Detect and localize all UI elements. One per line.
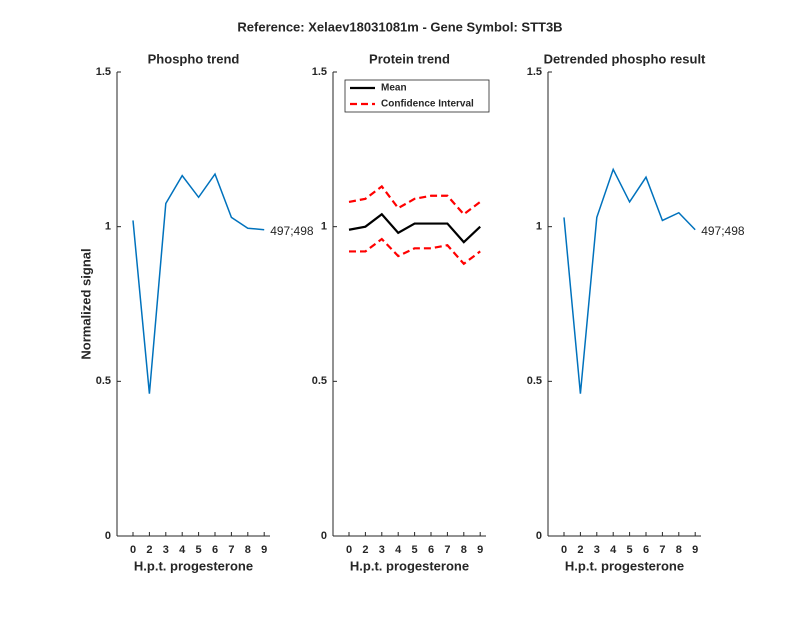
x-axis-label: H.p.t. progesterone [134,558,253,573]
x-tick-label: 4 [395,544,402,556]
x-tick-label: 2 [146,544,152,556]
line [348,212,481,244]
x-tick-label: 8 [245,544,251,556]
line-lower [349,237,481,266]
x-tick-label: 7 [659,544,665,556]
annotation: 497;498 [270,224,314,238]
annotation: 497;498 [701,224,745,238]
y-tick-label: 0.5 [96,375,111,387]
x-tick-label: 4 [179,544,186,556]
y-tick-label: 1.5 [312,66,327,78]
subplot-title: Protein trend [369,51,450,66]
x-tick-label: 2 [362,544,368,556]
x-tick-label: 8 [461,544,467,556]
x-axis-label: H.p.t. progesterone [565,558,684,573]
x-tick-label: 5 [412,544,418,556]
y-tick-label: 1 [105,221,111,233]
x-tick-label: 6 [643,544,649,556]
x-tick-label: 0 [561,544,567,556]
x-tick-label: 9 [477,544,483,556]
x-tick-label: 8 [676,544,682,556]
x-tick-label: 3 [379,544,385,556]
subplot-title: Phospho trend [148,51,240,66]
figure-title: Reference: Xelaev18031081m - Gene Symbol… [237,19,562,34]
x-tick-label: 5 [196,544,202,556]
x-tick-label: 0 [130,544,136,556]
x-tick-label: 4 [610,544,617,556]
x-tick-label: 5 [627,544,633,556]
y-tick-label: 0 [321,530,327,542]
legend-box [344,79,490,113]
x-tick-label: 7 [228,544,234,556]
y-tick-label: 0.5 [312,375,327,387]
line [348,184,481,216]
y-axis-label: Normalized signal [78,248,93,359]
y-tick-label: 0.5 [527,375,542,387]
x-tick-label: 6 [428,544,434,556]
subplot-title: Detrended phospho result [544,51,706,66]
legend-label: Mean [381,83,407,94]
x-axis-label: H.p.t. progesterone [350,558,469,573]
line [132,172,265,394]
x-tick-label: 9 [692,544,698,556]
x-tick-label: 2 [577,544,583,556]
x-tick-label: 3 [594,544,600,556]
x-tick-label: 7 [444,544,450,556]
y-tick-label: 1 [321,221,327,233]
line [563,167,696,394]
x-tick-label: 6 [212,544,218,556]
x-tick-label: 3 [163,544,169,556]
y-tick-label: 0 [105,530,111,542]
y-tick-label: 1 [536,221,542,233]
y-tick-label: 1.5 [96,66,111,78]
x-tick-label: 9 [261,544,267,556]
y-tick-label: 0 [536,530,542,542]
legend-label: Confidence Interval [381,99,474,110]
y-tick-label: 1.5 [527,66,542,78]
x-tick-label: 0 [346,544,352,556]
